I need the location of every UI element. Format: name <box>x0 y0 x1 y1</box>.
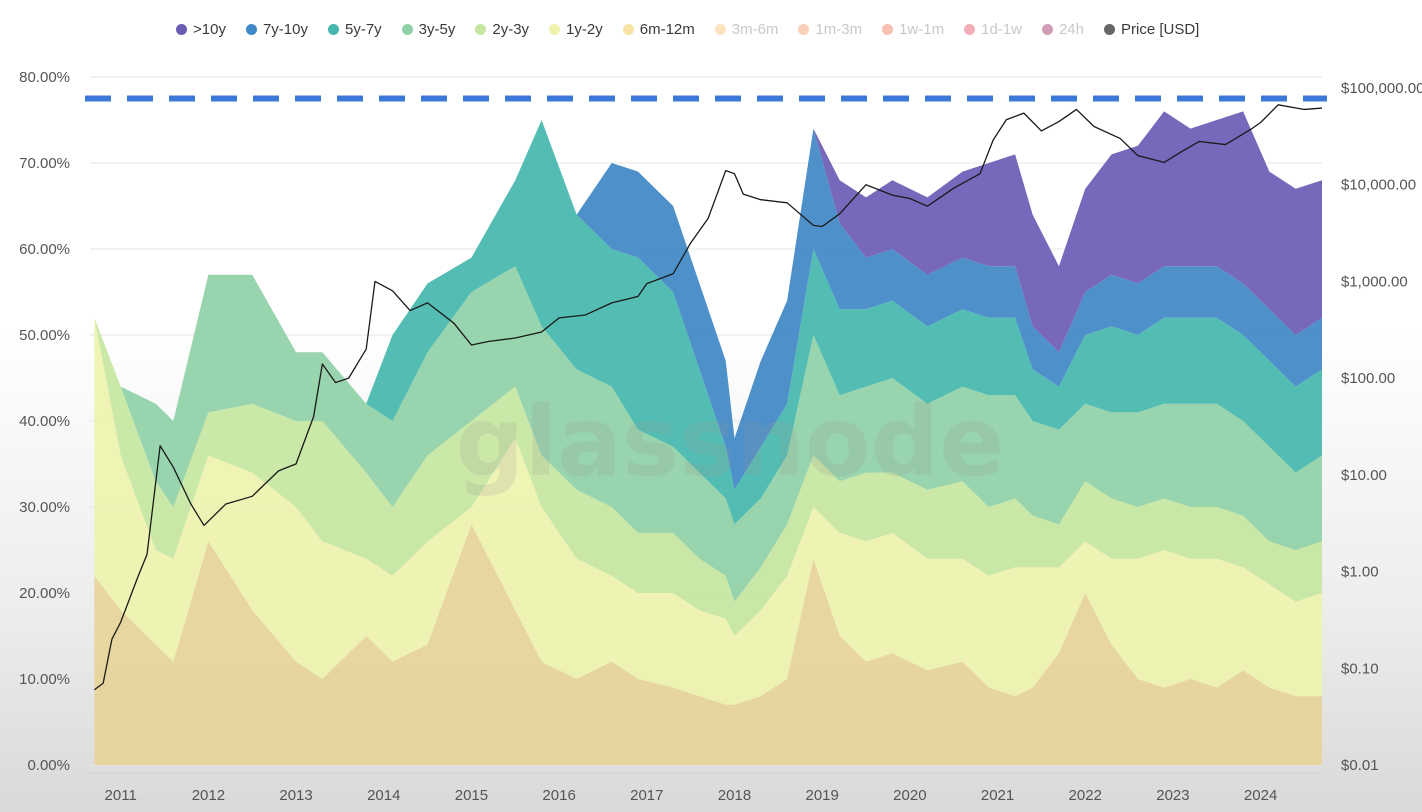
watermark-text: glassnode <box>456 386 1005 498</box>
legend-label: 6m-12m <box>639 20 695 38</box>
legend-item-price-usd[interactable]: Price [USD] <box>1104 21 1199 38</box>
legend-item-6m-12m[interactable]: 6m-12m <box>622 20 695 38</box>
legend-swatch-icon <box>622 23 634 35</box>
y-right-tick-label: $100.00 <box>1341 370 1395 387</box>
y-left-tick-label: 70.00% <box>19 155 70 172</box>
legend-item-1w-1m[interactable]: 1w-1m <box>882 21 944 38</box>
legend-label: 7y-10y <box>262 20 308 38</box>
legend-item-1d-1w[interactable]: 1d-1w <box>964 21 1022 38</box>
y-right-tick-label: $1.00 <box>1341 564 1379 581</box>
legend-swatch-icon <box>882 23 894 35</box>
x-tick-label: 2019 <box>805 787 838 804</box>
y-left-tick-label: 40.00% <box>19 413 70 430</box>
y-left-tick-label: 0.00% <box>27 757 70 774</box>
area-series-2y-3y <box>94 317 1323 636</box>
x-tick-label: 2018 <box>718 787 751 804</box>
x-tick-label: 2017 <box>630 787 663 804</box>
legend-label: 2y-3y <box>492 20 530 38</box>
y-axis-left: 0.00% 10.00% 20.00% 30.00% 40.00% 50.00% 60.00… <box>19 69 70 774</box>
area-series-1y-2y <box>94 317 1323 705</box>
legend-label: 3m-6m <box>731 20 779 38</box>
y-right-tick-label: $10.00 <box>1341 467 1387 484</box>
legend-label: 1m-3m <box>815 20 863 38</box>
y-left-tick-label: 60.00% <box>19 241 70 258</box>
x-tick-label: 2011 <box>105 787 137 804</box>
legend-item-1m-3m[interactable]: 1m-3m <box>798 21 862 38</box>
y-axis-right: $0.01 $0.10 $1.00 $10.00 $100.00 $1,000.00 $10… <box>1341 80 1422 774</box>
legend-label: 1y-2y <box>566 20 603 38</box>
legend-item-1y-2y[interactable]: 1y-2y <box>549 21 603 38</box>
legend-label: >10y <box>193 20 226 38</box>
x-tick-label: 2023 <box>1156 787 1189 804</box>
legend-swatch-icon <box>475 23 487 35</box>
y-left-tick-label: 80.00% <box>19 69 70 86</box>
legend-item-24h[interactable]: 24h <box>1041 20 1084 38</box>
legend-label: Price [USD] <box>1121 20 1200 38</box>
x-tick-label: 2016 <box>542 787 575 804</box>
legend-item-3m-6m[interactable]: 3m-6m <box>714 20 779 38</box>
y-right-tick-label: $1,000.00 <box>1341 273 1408 290</box>
legend-label: 24h <box>1058 20 1084 38</box>
legend-swatch-icon <box>245 23 257 35</box>
legend-item-7y-10y[interactable]: 7y-10y <box>245 20 308 38</box>
legend-label: 1w-1m <box>899 20 945 38</box>
legend-swatch-icon <box>176 23 187 35</box>
y-left-tick-label: 10.00% <box>19 671 70 688</box>
legend-item-5y-7y[interactable]: 5y-7y <box>327 20 382 38</box>
x-tick-label: 2013 <box>279 787 312 804</box>
legend-swatch-icon <box>1041 23 1053 35</box>
y-left-tick-label: 20.00% <box>19 585 70 602</box>
area-series-10y <box>94 111 1323 439</box>
x-tick-label: 2012 <box>192 787 225 804</box>
area-series-6m-12m <box>94 524 1323 765</box>
x-tick-label: 2014 <box>367 787 400 804</box>
y-right-tick-label: $10,000.00 <box>1341 177 1416 194</box>
legend-swatch-icon <box>549 23 561 35</box>
x-tick-label: 2021 <box>981 787 1014 804</box>
legend-swatch-icon <box>714 23 726 35</box>
stacked-areas <box>94 111 1323 765</box>
x-tick-label: 2020 <box>893 787 926 804</box>
legend-label: 3y-5y <box>418 20 456 38</box>
x-tick-label: 2024 <box>1244 787 1277 804</box>
x-axis: 2011 2012 2013 2014 2015 2016 2017 2018 2019 2020… <box>90 772 1322 804</box>
legend-label: 1d-1w <box>981 20 1022 38</box>
y-right-tick-label: $0.01 <box>1341 757 1379 774</box>
legend-label: 5y-7y <box>344 20 382 38</box>
legend-item-2y-3y[interactable]: 2y-3y <box>475 21 529 38</box>
legend-swatch-icon <box>1104 23 1115 35</box>
x-tick-label: 2015 <box>455 787 488 804</box>
legend-item-3y-5y[interactable]: 3y-5y <box>401 20 456 38</box>
price-line <box>93 104 1323 691</box>
y-right-tick-label: $0.10 <box>1341 660 1379 677</box>
legend-swatch-icon <box>401 23 413 35</box>
legend-item-10y[interactable]: >10y <box>176 21 226 38</box>
y-right-tick-label: $100,000.00 <box>1341 80 1422 97</box>
area-series-3y-5y <box>94 266 1323 602</box>
chart-legend: >10y 7y-10y 5y-7y 3y-5y 2y-3y 1y-2y 6m-12m 3m-6… <box>176 18 1199 40</box>
legend-swatch-icon <box>327 23 339 35</box>
y-left-tick-label: 30.00% <box>19 499 70 516</box>
legend-swatch-icon <box>798 23 810 35</box>
y-left-tick-label: 50.00% <box>19 327 70 344</box>
area-series-5y-7y <box>94 120 1323 525</box>
legend-swatch-icon <box>964 23 976 35</box>
x-tick-label: 2022 <box>1069 787 1102 804</box>
